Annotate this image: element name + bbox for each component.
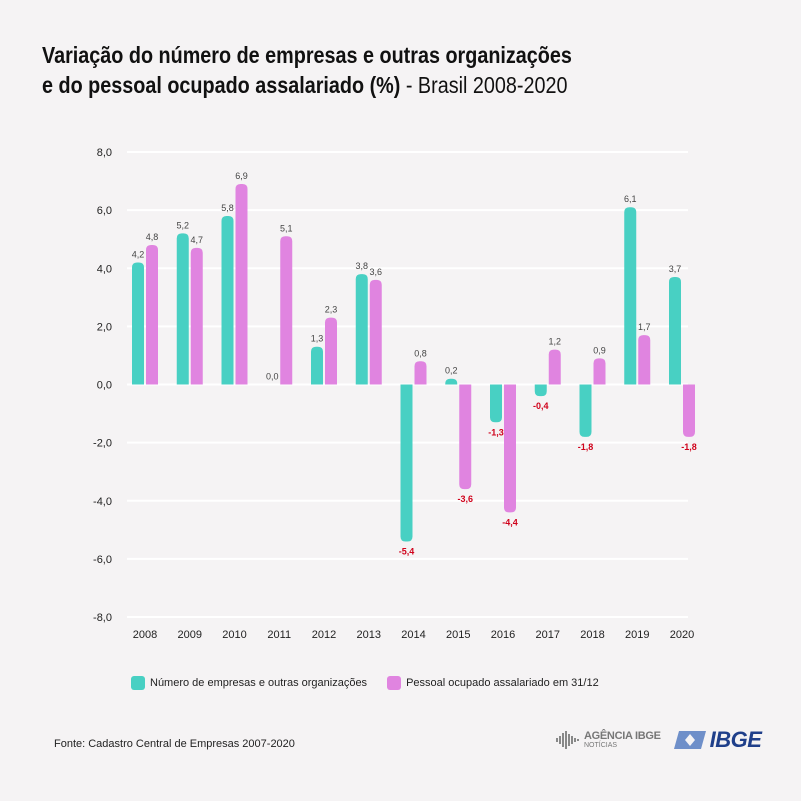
x-tick-label: 2017 — [536, 629, 560, 641]
bar-empresas-2016 — [490, 384, 502, 423]
bar-pessoal-2011 — [280, 236, 293, 385]
data-label: 5,8 — [221, 203, 234, 213]
bar-empresas-2009 — [176, 233, 189, 385]
data-label: 0,9 — [593, 345, 606, 355]
y-axis-ticks: 8,0 6,0 4,0 2,0 0,0 -2,0 -4,0 -6,0 -8,0 — [93, 147, 112, 624]
x-tick-label: 2015 — [446, 629, 470, 641]
bar-pessoal-2016 — [504, 384, 516, 513]
data-label: 5,2 — [176, 220, 189, 230]
data-label: 1,2 — [548, 337, 561, 347]
legend-item-pessoal[interactable]: Pessoal ocupado assalariado em 31/12 — [387, 676, 599, 690]
bar-empresas-2017 — [534, 384, 547, 397]
bar-empresas-2014 — [400, 384, 413, 542]
data-label: -1,8 — [681, 442, 697, 452]
chart-title: Variação do número de empresas e outras … — [42, 40, 572, 100]
data-labels: 4,24,8 5,24,7 5,8 6,9 0,0 5,1 1,3 2,3 3,83,6 -5,4… — [132, 171, 697, 556]
bar-empresas-2012 — [311, 346, 323, 385]
x-tick-label: 2011 — [267, 629, 291, 641]
data-label: 2,3 — [325, 305, 338, 315]
data-label: -4,4 — [502, 517, 518, 527]
bar-pessoal-2008 — [146, 245, 158, 385]
legend-label-empresas: Número de empresas e outras organizações — [150, 677, 368, 689]
agencia-ibge-logo[interactable]: AGÊNCIA IBGE NOTÍCIAS — [555, 730, 661, 750]
bar-empresas-2020 — [669, 276, 681, 385]
x-tick-label: 2018 — [580, 629, 604, 641]
x-tick-label: 2010 — [222, 629, 246, 641]
data-label: -3,6 — [457, 494, 473, 504]
source-note: Fonte: Cadastro Central de Empresas 2007… — [54, 738, 295, 750]
data-label: 4,2 — [132, 249, 145, 259]
x-axis-ticks: 2008 2009 2010 2011 2012 2013 2014 2015 2016 2017… — [133, 629, 694, 641]
legend-swatch-pessoal — [387, 676, 402, 690]
title-line-1: Variação do número de empresas e outras … — [42, 42, 572, 68]
y-tick-label: 6,0 — [97, 205, 112, 217]
title-line-2-bold: e do pessoal ocupado assalariado (%) — [42, 72, 401, 98]
legend-label-pessoal: Pessoal ocupado assalariado em 31/12 — [406, 677, 599, 689]
y-tick-label: -2,0 — [93, 438, 112, 450]
bar-pessoal-2009 — [190, 247, 203, 385]
x-tick-label: 2014 — [401, 629, 425, 641]
data-label: 1,7 — [638, 322, 651, 332]
bar-pessoal-2015 — [459, 384, 472, 490]
x-tick-label: 2013 — [357, 629, 381, 641]
bar-empresas-2018 — [579, 384, 592, 437]
bar-empresas-2015 — [445, 378, 458, 385]
bar-empresas-2008 — [132, 262, 144, 385]
y-tick-label: 0,0 — [97, 380, 112, 392]
legend-item-empresas[interactable]: Número de empresas e outras organizações — [131, 676, 367, 690]
bar-empresas-2019 — [624, 207, 637, 385]
x-tick-label: 2019 — [625, 629, 649, 641]
data-label: 0,2 — [445, 366, 458, 376]
data-label: 3,7 — [669, 264, 682, 274]
data-label: 5,1 — [280, 223, 293, 233]
bar-pessoal-2010 — [235, 183, 248, 385]
bar-empresas-2013 — [355, 274, 368, 385]
data-label: 3,6 — [369, 267, 382, 277]
ibge-logo[interactable]: IBGE — [673, 727, 762, 753]
bar-pessoal-2014 — [414, 361, 427, 385]
data-label: 3,8 — [355, 261, 368, 271]
ibge-emblem-icon — [673, 731, 706, 749]
y-tick-label: 4,0 — [97, 263, 112, 275]
bar-pessoal-2019 — [638, 335, 651, 385]
legend-swatch-empresas — [131, 676, 145, 690]
agencia-logo-title: AGÊNCIA IBGE — [584, 729, 661, 742]
y-tick-label: -6,0 — [93, 554, 112, 566]
title-line-2-light: - Brasil 2008-2020 — [400, 72, 568, 98]
data-label: 0,0 — [266, 372, 279, 382]
data-label: -1,8 — [578, 442, 594, 452]
data-label: 6,1 — [624, 194, 637, 204]
x-tick-label: 2009 — [178, 629, 202, 641]
ibge-logo-text: IBGE — [709, 727, 762, 752]
data-label: -0,4 — [533, 401, 549, 411]
bars — [132, 183, 695, 542]
bar-pessoal-2018 — [593, 358, 606, 385]
bar-pessoal-2012 — [325, 317, 337, 385]
x-tick-label: 2012 — [312, 629, 336, 641]
data-label: 1,3 — [311, 334, 324, 344]
y-tick-label: -4,0 — [93, 496, 112, 508]
data-label: 0,8 — [414, 348, 427, 358]
data-label: 4,8 — [146, 232, 159, 242]
data-label: 4,7 — [190, 235, 203, 245]
bar-pessoal-2013 — [369, 279, 382, 385]
data-label: 6,9 — [235, 171, 248, 181]
legend: Número de empresas e outras organizações… — [131, 676, 619, 690]
y-tick-label: 8,0 — [97, 147, 112, 159]
bar-empresas-2010 — [221, 215, 234, 385]
y-tick-label: 2,0 — [97, 321, 112, 333]
x-tick-label: 2020 — [670, 629, 694, 641]
data-label: -5,4 — [399, 546, 415, 556]
y-tick-label: -8,0 — [93, 612, 112, 624]
bar-pessoal-2017 — [548, 349, 561, 385]
footer-logos: AGÊNCIA IBGE NOTÍCIAS IBGE — [555, 727, 762, 753]
agencia-waveform-icon — [556, 731, 579, 749]
x-tick-label: 2016 — [491, 629, 515, 641]
data-label: -1,3 — [488, 427, 504, 437]
x-tick-label: 2008 — [133, 629, 157, 641]
agencia-logo-subtitle: NOTÍCIAS — [584, 741, 618, 749]
bar-pessoal-2020 — [683, 384, 695, 437]
